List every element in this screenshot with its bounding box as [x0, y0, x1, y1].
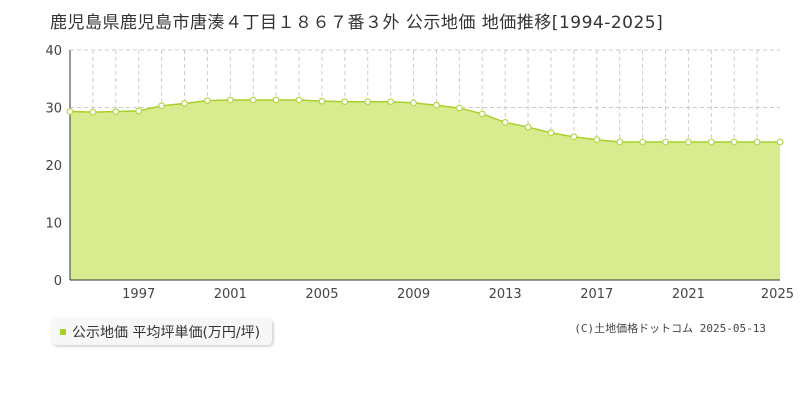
- data-point: [478, 110, 486, 118]
- data-point: [753, 138, 761, 146]
- data-point: [639, 138, 646, 146]
- data-point: [730, 138, 738, 146]
- data-point: [204, 97, 211, 104]
- data-point: [433, 101, 440, 109]
- legend-label: 公示地価 平均坪単価(万円/坪): [72, 325, 261, 341]
- y-tick-label: 0: [54, 274, 62, 289]
- data-point: [387, 98, 395, 106]
- x-tick-label: 2021: [672, 287, 705, 302]
- data-point: [501, 119, 509, 126]
- tick-label-layer: 0 10 20 30 40 1997 2001 2005 2009 2013 2017 2021 202…: [45, 44, 794, 302]
- x-tick-label: 2025: [761, 287, 794, 302]
- axis-layer: [69, 50, 780, 281]
- data-point: [547, 129, 555, 137]
- legend: 公示地価 平均坪単価(万円/坪): [52, 319, 273, 345]
- data-point: [135, 107, 143, 115]
- x-tick-label: 1997: [122, 287, 155, 302]
- data-point: [455, 104, 463, 112]
- data-point: [318, 97, 326, 105]
- series-line: [69, 99, 780, 143]
- y-tick-label: 10: [45, 217, 62, 232]
- data-point: [524, 123, 532, 131]
- area-layer: [69, 99, 780, 281]
- data-point: [89, 108, 97, 116]
- data-point: [776, 138, 784, 146]
- y-tick-label: 20: [45, 159, 62, 174]
- chart-title: 鹿児島県鹿児島市唐湊４丁目１８６７番３外 公示地価 地価推移[1994-2025…: [50, 13, 664, 33]
- credit-text: (C)土地価格ドットコム 2025-05-13: [574, 322, 766, 335]
- data-point: [249, 96, 257, 104]
- data-point: [341, 98, 349, 106]
- x-tick-label: 2005: [305, 287, 338, 302]
- data-point: [684, 138, 692, 146]
- data-point: [66, 108, 74, 115]
- legend-swatch: [60, 329, 66, 335]
- data-point: [112, 108, 120, 115]
- y-tick-label: 40: [45, 44, 62, 59]
- data-point: [272, 96, 280, 104]
- data-point: [158, 102, 166, 110]
- data-point: [410, 99, 417, 107]
- data-point: [593, 136, 601, 144]
- x-tick-label: 2009: [397, 287, 430, 302]
- data-point: [181, 100, 188, 107]
- y-tick-label: 30: [45, 102, 62, 117]
- data-point: [707, 138, 715, 146]
- x-tick-label: 2017: [580, 287, 613, 302]
- data-point: [570, 133, 578, 141]
- data-point: [364, 98, 372, 106]
- x-tick-label: 2013: [489, 287, 522, 302]
- series-area: [70, 100, 780, 281]
- data-point: [616, 138, 624, 146]
- x-tick-label: 2001: [214, 287, 247, 302]
- data-point: [295, 96, 303, 104]
- marker-layer: [66, 96, 784, 146]
- data-point: [226, 96, 234, 104]
- data-point: [662, 138, 669, 146]
